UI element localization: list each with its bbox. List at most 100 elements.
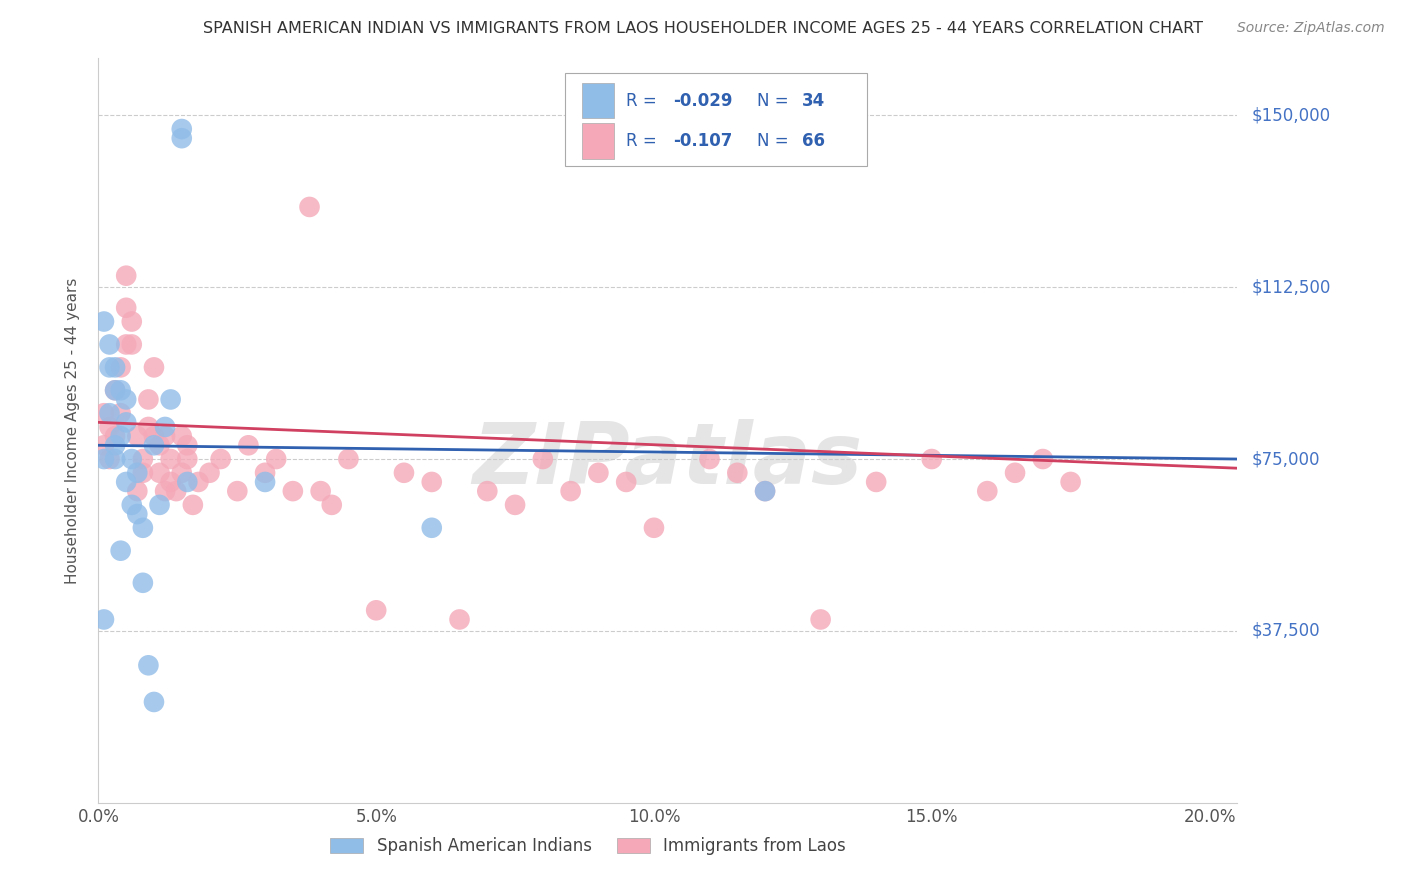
Point (127, 466, 149, 480)
Point (132, 466, 155, 480)
Point (121, 498, 143, 512)
Point (159, 392, 181, 407)
Point (699, 452, 721, 467)
Text: -0.029: -0.029 (673, 92, 733, 110)
Point (110, 384, 132, 398)
Point (176, 438, 198, 452)
Point (104, 438, 127, 452)
Point (153, 484, 176, 499)
Point (110, 543, 132, 558)
Point (560, 484, 582, 499)
Point (121, 337, 143, 351)
Point (127, 484, 149, 499)
Point (420, 521, 443, 535)
Point (143, 695, 166, 709)
Text: Source: ZipAtlas.com: Source: ZipAtlas.com (1237, 21, 1385, 35)
Point (159, 475, 181, 489)
Point (264, 452, 287, 467)
Point (309, 484, 332, 499)
Point (110, 406, 132, 420)
FancyBboxPatch shape (565, 73, 868, 166)
Bar (582, 83, 614, 119)
Point (198, 466, 221, 480)
Text: ZIPatlas: ZIPatlas (472, 418, 863, 501)
Text: $75,000: $75,000 (1251, 450, 1320, 468)
Text: -0.107: -0.107 (673, 132, 733, 150)
Point (98, 406, 121, 420)
Point (148, 466, 170, 480)
Point (170, 122, 193, 136)
Point (170, 131, 193, 145)
Point (127, 429, 149, 443)
Point (281, 484, 304, 499)
Text: R =: R = (626, 92, 662, 110)
Text: $150,000: $150,000 (1251, 106, 1330, 124)
Point (115, 268, 138, 283)
Point (614, 475, 637, 489)
Point (449, 612, 471, 626)
Point (754, 484, 776, 499)
Point (531, 452, 554, 467)
Point (153, 420, 176, 434)
Text: $37,500: $37,500 (1251, 622, 1320, 640)
Point (170, 429, 193, 443)
Point (159, 452, 181, 467)
Point (138, 658, 160, 673)
Point (810, 612, 832, 626)
Point (754, 484, 776, 499)
Point (104, 384, 127, 398)
Point (93, 406, 115, 420)
Point (420, 475, 443, 489)
Point (104, 384, 127, 398)
Point (98, 360, 121, 375)
Point (132, 521, 155, 535)
Point (209, 452, 232, 467)
Point (93, 452, 115, 467)
Point (238, 438, 260, 452)
Point (366, 603, 388, 617)
Point (181, 498, 204, 512)
Point (98, 337, 121, 351)
Point (104, 429, 127, 443)
Point (110, 429, 132, 443)
Text: SPANISH AMERICAN INDIAN VS IMMIGRANTS FROM LAOS HOUSEHOLDER INCOME AGES 25 - 44 : SPANISH AMERICAN INDIAN VS IMMIGRANTS FR… (202, 21, 1204, 36)
Point (143, 360, 166, 375)
Point (1004, 466, 1026, 480)
Point (725, 466, 748, 480)
Point (115, 337, 138, 351)
Point (588, 466, 610, 480)
Text: N =: N = (756, 92, 793, 110)
Point (321, 498, 343, 512)
Point (976, 484, 998, 499)
Point (170, 466, 193, 480)
Point (138, 420, 160, 434)
Point (254, 466, 277, 480)
Point (153, 429, 176, 443)
Point (865, 475, 887, 489)
Point (115, 416, 138, 430)
Point (127, 507, 149, 521)
Point (104, 452, 127, 467)
Point (226, 484, 249, 499)
Y-axis label: Householder Income Ages 25 - 44 years: Householder Income Ages 25 - 44 years (65, 277, 80, 583)
Text: $112,500: $112,500 (1251, 278, 1330, 296)
Point (1059, 475, 1081, 489)
Point (104, 360, 127, 375)
Point (503, 498, 526, 512)
Point (165, 484, 187, 499)
Point (477, 484, 499, 499)
Point (93, 612, 115, 626)
Point (98, 420, 121, 434)
Legend: Spanish American Indians, Immigrants from Laos: Spanish American Indians, Immigrants fro… (323, 830, 853, 862)
Text: 66: 66 (803, 132, 825, 150)
Bar (582, 123, 614, 159)
Point (98, 452, 121, 467)
Point (121, 314, 143, 328)
Point (115, 475, 138, 489)
Point (148, 498, 170, 512)
Point (176, 452, 198, 467)
Point (115, 392, 138, 407)
Point (1032, 452, 1054, 467)
Point (132, 452, 155, 467)
Point (143, 438, 166, 452)
